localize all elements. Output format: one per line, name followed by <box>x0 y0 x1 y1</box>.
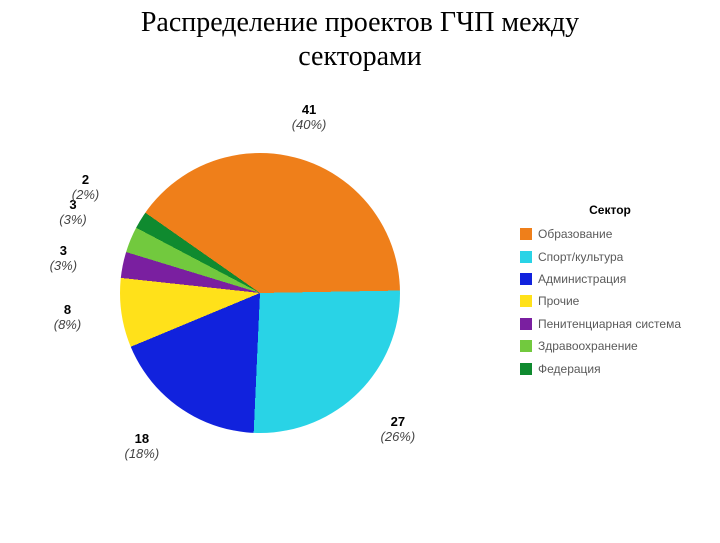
slice-percent: (3%) <box>50 258 77 273</box>
slice-value: 8 <box>64 302 71 317</box>
slice-percent: (26%) <box>381 429 416 444</box>
legend-label: Прочие <box>538 294 579 308</box>
legend-item: Прочие <box>520 294 700 308</box>
pie-disc <box>120 153 400 433</box>
title-line-2: секторами <box>298 41 421 72</box>
slice-value: 2 <box>82 172 89 187</box>
legend-swatch <box>520 318 532 330</box>
slice-callout: 2(2%) <box>72 173 99 203</box>
legend-title: Сектор <box>520 203 700 217</box>
legend-swatch <box>520 295 532 307</box>
legend-item: Пенитенциарная система <box>520 317 700 331</box>
chart-stage: 41(40%)27(26%)18(18%)8(8%)3(3%)3(3%)2(2%… <box>0 73 720 543</box>
legend-swatch <box>520 340 532 352</box>
legend-swatch <box>520 273 532 285</box>
slice-callout: 27(26%) <box>381 415 416 445</box>
legend-label: Здравоохранение <box>538 339 638 353</box>
slice-percent: (40%) <box>292 117 327 132</box>
title-line-1: Распределение проектов ГЧП между <box>141 7 579 38</box>
legend-label: Спорт/культура <box>538 250 623 264</box>
legend-label: Администрация <box>538 272 626 286</box>
slice-value: 18 <box>135 431 149 446</box>
legend-item: Образование <box>520 227 700 241</box>
legend-swatch <box>520 228 532 240</box>
slice-value: 41 <box>302 102 316 117</box>
legend-item: Администрация <box>520 272 700 286</box>
slice-callout: 18(18%) <box>124 432 159 462</box>
legend-item: Здравоохранение <box>520 339 700 353</box>
legend: Сектор Образование Спорт/культура Админист… <box>520 203 700 384</box>
slice-callout: 3(3%) <box>50 244 77 274</box>
legend-swatch <box>520 363 532 375</box>
slice-percent: (2%) <box>72 187 99 202</box>
legend-label: Федерация <box>538 362 601 376</box>
slice-percent: (3%) <box>59 212 86 227</box>
slice-value: 27 <box>391 414 405 429</box>
slice-percent: (8%) <box>54 317 81 332</box>
legend-swatch <box>520 251 532 263</box>
legend-item: Федерация <box>520 362 700 376</box>
slice-callout: 8(8%) <box>54 303 81 333</box>
legend-label: Пенитенциарная система <box>538 317 681 331</box>
slice-callout: 41(40%) <box>292 103 327 133</box>
legend-label: Образование <box>538 227 612 241</box>
page-title: Распределение проектов ГЧП между сектора… <box>0 0 720 73</box>
legend-item: Спорт/культура <box>520 250 700 264</box>
slice-percent: (18%) <box>124 446 159 461</box>
pie-chart: 41(40%)27(26%)18(18%)8(8%)3(3%)3(3%)2(2%… <box>40 73 480 543</box>
slice-value: 3 <box>60 243 67 258</box>
